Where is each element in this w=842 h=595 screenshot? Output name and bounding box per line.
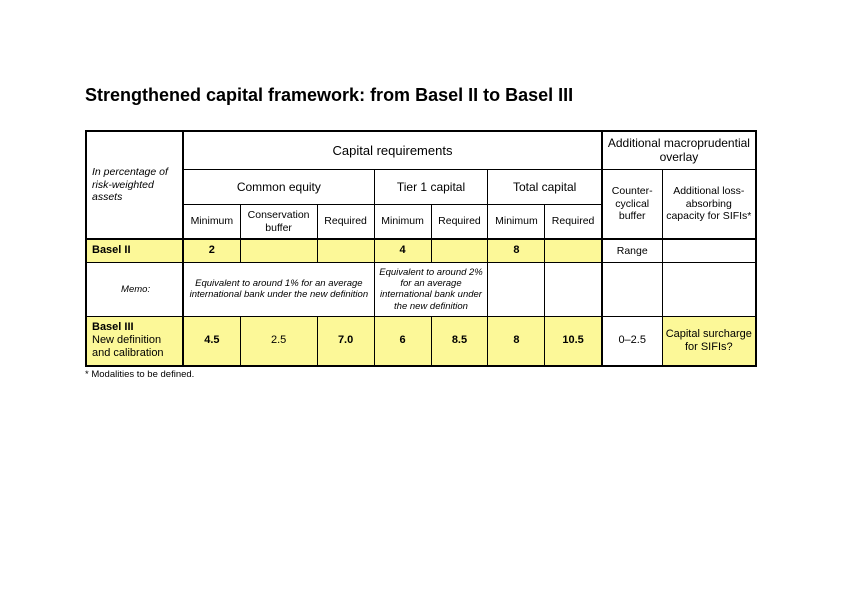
header-ce-min: Minimum: [183, 205, 240, 240]
header-counter-cyclical: Counter-cyclical buffer: [602, 169, 662, 239]
header-ce-buf: Conservation buffer: [240, 205, 317, 240]
header-tc-min: Minimum: [488, 205, 545, 240]
cell-basel2-t1-min: 4: [374, 239, 431, 262]
header-ce-req: Required: [317, 205, 374, 240]
table-row-basel3: Basel III New definition and calibration…: [86, 317, 756, 366]
cell-basel2-ce-buf: [240, 239, 317, 262]
header-range: Range: [602, 239, 662, 262]
cell-basel2-t1-req: [431, 239, 488, 262]
header-tc-req: Required: [545, 205, 602, 240]
row-label-basel3: Basel III New definition and calibration: [86, 317, 183, 366]
cell-memo-range: [602, 262, 662, 317]
cell-basel2-ce-req: [317, 239, 374, 262]
row-label-basel2: Basel II: [86, 239, 183, 262]
cell-basel3-t1-min: 6: [374, 317, 431, 366]
footnote: * Modalities to be defined.: [85, 369, 757, 380]
cell-basel3-t1-req: 8.5: [431, 317, 488, 366]
cell-basel3-sifi: Capital surcharge for SIFIs?: [662, 317, 756, 366]
header-tier1: Tier 1 capital: [374, 169, 488, 204]
cell-basel2-tc-req: [545, 239, 602, 262]
table-row-basel2: Basel II 2 4 8 Range: [86, 239, 756, 262]
header-capital-requirements: Capital requirements: [183, 131, 602, 169]
header-macro-overlay: Additional macroprudential overlay: [602, 131, 756, 169]
cell-basel3-ce-buf: 2.5: [240, 317, 317, 366]
cell-basel3-tc-req: 10.5: [545, 317, 602, 366]
cell-memo-tc-req: [545, 262, 602, 317]
cell-basel2-tc-min: 8: [488, 239, 545, 262]
cell-basel2-sifi-blank: [662, 239, 756, 262]
table-row-memo: Memo: Equivalent to around 1% for an ave…: [86, 262, 756, 317]
header-loss-absorb: Additional loss-absorbing capacity for S…: [662, 169, 756, 239]
cell-memo-t1: Equivalent to around 2% for an average i…: [374, 262, 488, 317]
header-common-equity: Common equity: [183, 169, 374, 204]
basel3-label-2: New definition and calibration: [92, 334, 164, 359]
cell-memo-ce: Equivalent to around 1% for an average i…: [183, 262, 374, 317]
cell-basel2-ce-min: 2: [183, 239, 240, 262]
page-title: Strengthened capital framework: from Bas…: [85, 85, 757, 106]
cell-memo-tc-min: [488, 262, 545, 317]
cell-memo-sifi: [662, 262, 756, 317]
capital-framework-table: In percentage of risk-weighted assets Ca…: [85, 130, 757, 367]
header-t1-req: Required: [431, 205, 488, 240]
cell-basel3-ce-min: 4.5: [183, 317, 240, 366]
corner-label: In percentage of risk-weighted assets: [86, 131, 183, 239]
cell-basel3-tc-min: 8: [488, 317, 545, 366]
cell-basel3-range: 0–2.5: [602, 317, 662, 366]
basel3-label-1: Basel III: [92, 321, 134, 333]
row-label-memo: Memo:: [86, 262, 183, 317]
cell-basel3-ce-req: 7.0: [317, 317, 374, 366]
header-total-capital: Total capital: [488, 169, 602, 204]
header-t1-min: Minimum: [374, 205, 431, 240]
